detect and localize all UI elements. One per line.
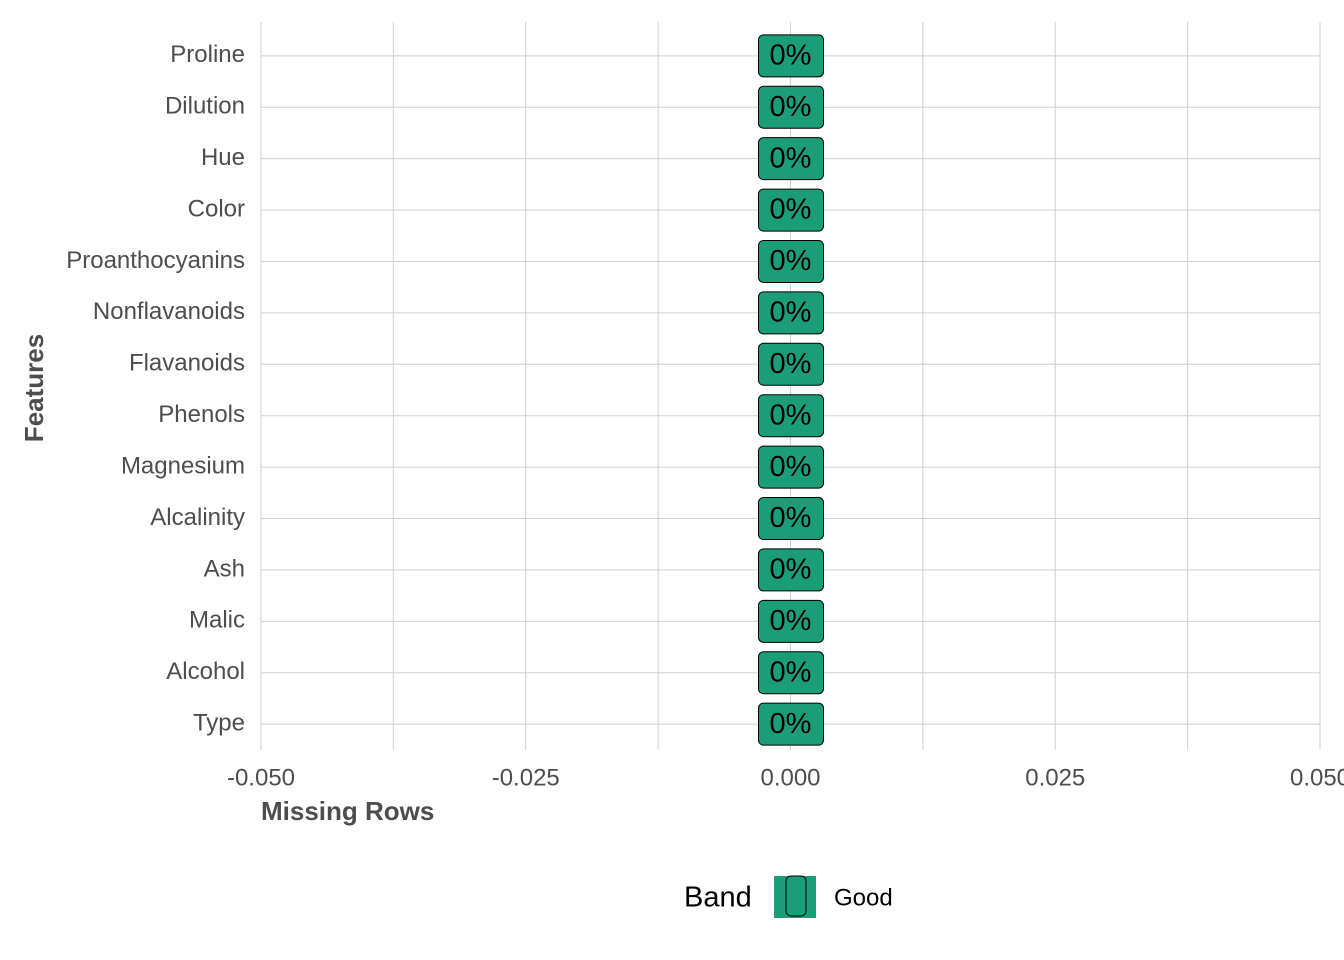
value-label-box bbox=[758, 85, 824, 129]
value-label-box bbox=[758, 445, 824, 489]
value-label: 0% bbox=[770, 554, 812, 586]
value-label-box bbox=[758, 702, 824, 746]
y-axis-title: Features bbox=[19, 334, 49, 442]
value-label: 0% bbox=[770, 399, 812, 431]
value-label-box bbox=[758, 342, 824, 386]
value-label-box bbox=[758, 599, 824, 643]
value-label-box bbox=[758, 137, 824, 181]
x-axis-title: Missing Rows bbox=[261, 796, 434, 826]
value-label-box bbox=[758, 188, 824, 232]
value-label-box bbox=[758, 239, 824, 283]
value-label-box bbox=[758, 34, 824, 78]
value-label: 0% bbox=[770, 605, 812, 637]
value-label: 0% bbox=[770, 451, 812, 483]
y-tick-label: Proanthocyanins bbox=[66, 247, 245, 274]
value-label: 0% bbox=[770, 502, 812, 534]
x-tick-label: 0.025 bbox=[1025, 764, 1085, 791]
value-label-box bbox=[758, 651, 824, 695]
x-tick-label: 0.000 bbox=[760, 764, 820, 791]
value-label: 0% bbox=[770, 708, 812, 740]
value-label: 0% bbox=[770, 91, 812, 123]
value-label: 0% bbox=[770, 348, 812, 380]
y-tick-label: Phenols bbox=[158, 401, 245, 428]
value-label-box bbox=[758, 548, 824, 592]
y-tick-label: Proline bbox=[170, 41, 245, 68]
value-label-box bbox=[758, 497, 824, 541]
value-label-box bbox=[758, 394, 824, 438]
y-tick-label: Flavanoids bbox=[129, 350, 245, 377]
y-tick-label: Alcohol bbox=[166, 658, 245, 685]
value-label: 0% bbox=[770, 40, 812, 72]
x-tick-label: -0.025 bbox=[492, 764, 560, 791]
value-label-box bbox=[758, 291, 824, 335]
value-label: 0% bbox=[770, 245, 812, 277]
y-tick-label: Malic bbox=[189, 607, 245, 634]
y-tick-label: Alcalinity bbox=[150, 504, 245, 531]
value-label: 0% bbox=[770, 142, 812, 174]
x-tick-label: 0.050 bbox=[1290, 764, 1344, 791]
y-tick-label: Dilution bbox=[165, 93, 245, 120]
y-tick-label: Type bbox=[193, 709, 245, 736]
y-tick-label: Magnesium bbox=[121, 452, 245, 479]
legend-title: Band bbox=[684, 882, 752, 914]
value-label: 0% bbox=[770, 297, 812, 329]
legend-key-label bbox=[785, 875, 807, 917]
y-tick-label: Ash bbox=[204, 555, 245, 582]
value-label: 0% bbox=[770, 194, 812, 226]
x-tick-label: -0.050 bbox=[227, 764, 295, 791]
legend-label: Good bbox=[834, 884, 893, 911]
y-tick-label: Color bbox=[188, 195, 245, 222]
y-tick-label: Hue bbox=[201, 144, 245, 171]
value-label: 0% bbox=[770, 656, 812, 688]
y-tick-label: Nonflavanoids bbox=[93, 298, 245, 325]
